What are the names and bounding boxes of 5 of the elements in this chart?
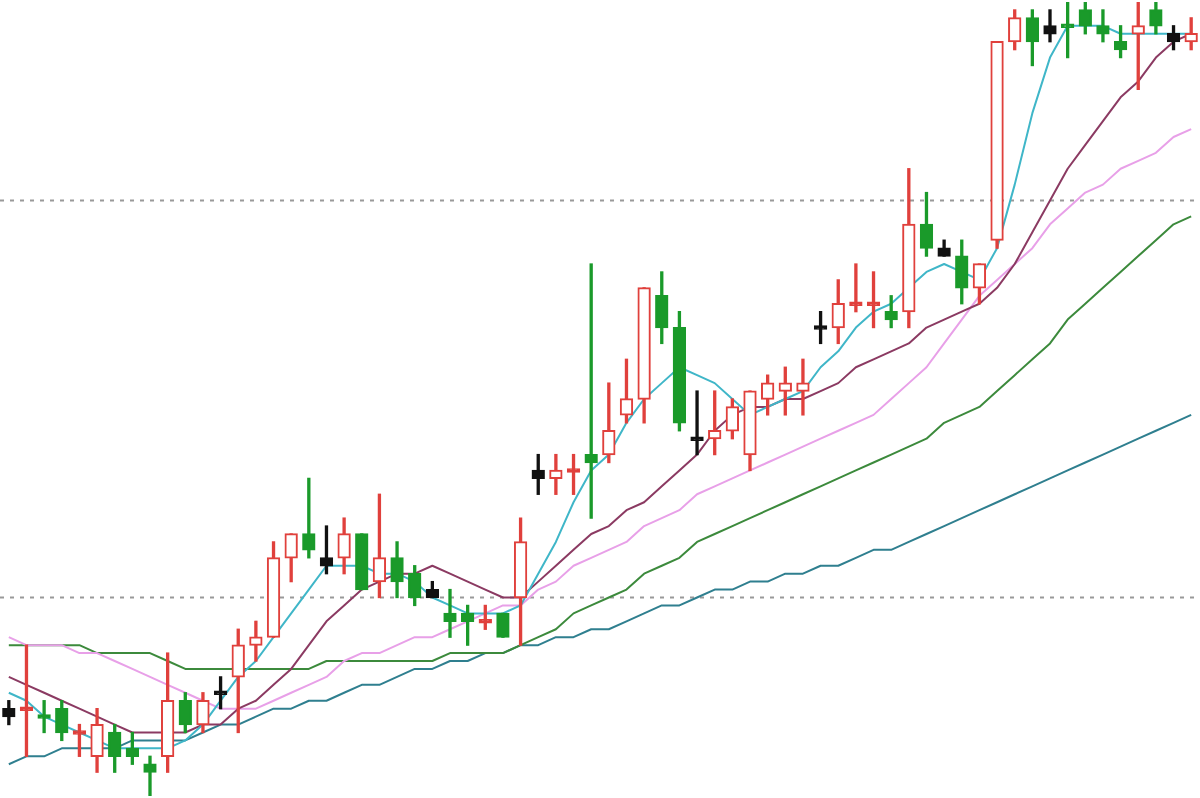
candlestick <box>249 620 263 662</box>
candlestick <box>443 588 457 638</box>
candlestick <box>549 453 563 495</box>
candlestick <box>143 755 157 796</box>
candlestick <box>796 358 810 416</box>
